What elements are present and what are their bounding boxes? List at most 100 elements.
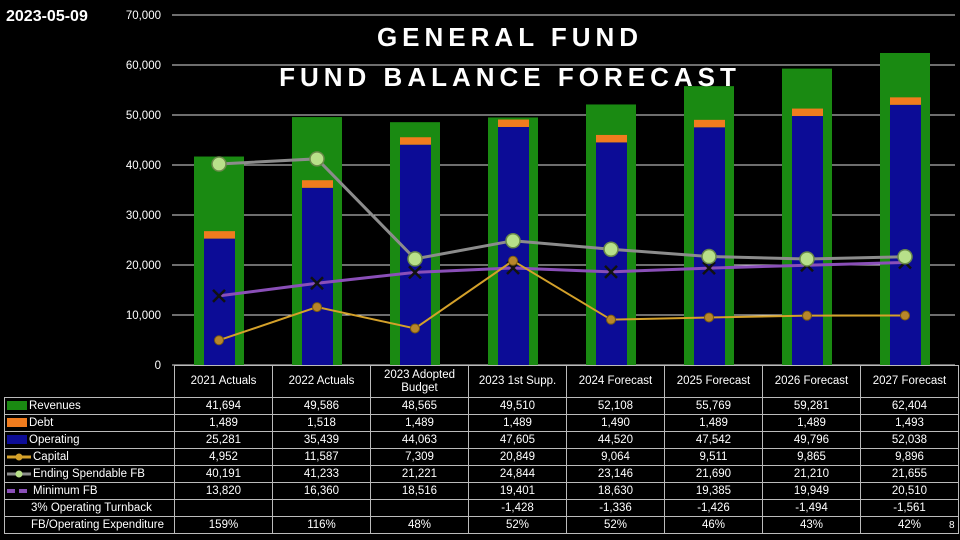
table-cell: 25,281 bbox=[174, 431, 273, 449]
column-header: 2026 Forecast bbox=[762, 365, 861, 398]
row-label: FB/Operating Expenditure bbox=[31, 519, 164, 531]
column-header: 2021 Actuals bbox=[174, 365, 273, 398]
table-cell: 1,489 bbox=[468, 414, 567, 432]
table-cell: 49,796 bbox=[762, 431, 861, 449]
table-cell: 1,490 bbox=[566, 414, 665, 432]
table-cell: 9,511 bbox=[664, 448, 763, 466]
table-cell: 1,489 bbox=[174, 414, 273, 432]
y-tick-label: 70,000 bbox=[126, 10, 161, 22]
table-cell: 19,385 bbox=[664, 482, 763, 500]
row-label-cell: Capital bbox=[4, 448, 175, 466]
table-cell: -1,428 bbox=[468, 499, 567, 517]
row-label: Minimum FB bbox=[33, 485, 98, 498]
page-number: 8 bbox=[949, 520, 955, 531]
debt-bar bbox=[498, 119, 529, 127]
capital-line bbox=[218, 259, 906, 342]
table-cell: 24,844 bbox=[468, 465, 567, 483]
table-cell bbox=[272, 499, 371, 517]
ending-fb-marker bbox=[211, 156, 227, 172]
row-label-cell: FB/Operating Expenditure bbox=[4, 516, 175, 534]
operating-bar bbox=[890, 104, 921, 365]
row-label: Ending Spendable FB bbox=[33, 468, 145, 481]
table-cell: 1,489 bbox=[762, 414, 861, 432]
row-label: Capital bbox=[33, 451, 69, 464]
ending-fb-marker bbox=[505, 233, 521, 249]
capital-marker bbox=[410, 323, 420, 334]
date-label: 2023-05-09 bbox=[6, 8, 88, 25]
table-row: Minimum FB 13,820 16,360 18,516 19,401 18,630… bbox=[4, 482, 959, 500]
ending-fb-marker bbox=[603, 241, 619, 258]
table-cell: 4,952 bbox=[174, 448, 273, 466]
table-row: Debt 1,489 1,518 1,489 1,489 1,490 1,489 1,489 1… bbox=[4, 414, 959, 432]
capital-marker bbox=[704, 312, 714, 323]
column-header: 2025 Forecast bbox=[664, 365, 763, 398]
table-row: 3% Operating Turnback -1,428 -1,336 -1,426-… bbox=[4, 499, 959, 517]
operating-bar bbox=[792, 116, 823, 366]
y-tick-label: 10,000 bbox=[126, 310, 161, 322]
legend-swatch-icon bbox=[7, 435, 27, 445]
row-label-cell: Revenues bbox=[4, 397, 175, 415]
legend-line-marker-icon bbox=[7, 451, 31, 463]
table-cell: 116% bbox=[272, 516, 371, 534]
table-cell: 16,360 bbox=[272, 482, 371, 500]
row-label: Debt bbox=[29, 417, 54, 429]
ending-spendable-fb-line bbox=[218, 157, 906, 261]
y-tick-label: 50,000 bbox=[126, 110, 161, 122]
table-cell: 1,489 bbox=[664, 414, 763, 432]
debt-bar bbox=[302, 180, 333, 188]
table-row: Capital 4,952 11,587 7,309 20,849 9,064 9,511 9… bbox=[4, 448, 959, 466]
legend-line-marker-icon bbox=[7, 468, 31, 480]
y-tick-label: 60,000 bbox=[126, 60, 161, 72]
table-row: Revenues 41,694 49,586 48,565 49,510 52,108 55… bbox=[4, 397, 959, 415]
table-cell: 159% bbox=[174, 516, 273, 534]
table-header-row: 2021 Actuals 2022 Actuals 2023 Adopted Bud… bbox=[4, 365, 959, 398]
table-cell: 21,221 bbox=[370, 465, 469, 483]
table-cell: 44,520 bbox=[566, 431, 665, 449]
table-cell bbox=[174, 499, 273, 517]
table-cell: 1,518 bbox=[272, 414, 371, 432]
minimum-fb-marker bbox=[604, 264, 618, 279]
capital-marker bbox=[214, 335, 224, 346]
table-cell: 11,587 bbox=[272, 448, 371, 466]
table-cell: 9,064 bbox=[566, 448, 665, 466]
table-cell: 19,949 bbox=[762, 482, 861, 500]
column-header: 2023 1st Supp. bbox=[468, 365, 567, 398]
table-cell: 21,690 bbox=[664, 465, 763, 483]
row-label: Revenues bbox=[29, 400, 81, 412]
row-label: Operating bbox=[29, 434, 80, 446]
table-cell: 55,769 bbox=[664, 397, 763, 415]
table-cell: 48% bbox=[370, 516, 469, 534]
operating-bar bbox=[302, 187, 333, 365]
table-cell: 52% bbox=[566, 516, 665, 534]
legend-swatch-icon bbox=[7, 401, 27, 411]
row-label-cell: 3% Operating Turnback bbox=[4, 499, 175, 517]
minimum-fb-marker bbox=[702, 261, 716, 275]
table-cell: 48,565 bbox=[370, 397, 469, 415]
capital-marker bbox=[802, 310, 812, 321]
y-tick-label: 20,000 bbox=[126, 260, 161, 272]
y-tick-label: 40,000 bbox=[126, 160, 161, 172]
row-label-cell: Minimum FB bbox=[4, 482, 175, 500]
ending-fb-marker bbox=[897, 248, 913, 265]
capital-marker bbox=[508, 255, 518, 266]
column-header: 2022 Actuals bbox=[272, 365, 371, 398]
table-cell: 7,309 bbox=[370, 448, 469, 466]
column-header: 2024 Forecast bbox=[566, 365, 665, 398]
table-cell: 40,191 bbox=[174, 465, 273, 483]
table-cell: 49,510 bbox=[468, 397, 567, 415]
table-cell: 59,281 bbox=[762, 397, 861, 415]
legend-dash-icon bbox=[7, 485, 31, 497]
row-label-cell: Operating bbox=[4, 431, 175, 449]
header-blank bbox=[4, 365, 175, 398]
table-cell: 47,542 bbox=[664, 431, 763, 449]
table-cell: 49,586 bbox=[272, 397, 371, 415]
table-cell: 19,401 bbox=[468, 482, 567, 500]
table-cell: 18,630 bbox=[566, 482, 665, 500]
column-header: 2027 Forecast bbox=[860, 365, 959, 398]
table-cell: 13,820 bbox=[174, 482, 273, 500]
capital-marker bbox=[606, 314, 616, 325]
table-cell: 43% bbox=[762, 516, 861, 534]
table-row: FB/Operating Expenditure 159% 116% 48% 52% 52… bbox=[4, 516, 959, 534]
capital-marker bbox=[312, 302, 322, 313]
